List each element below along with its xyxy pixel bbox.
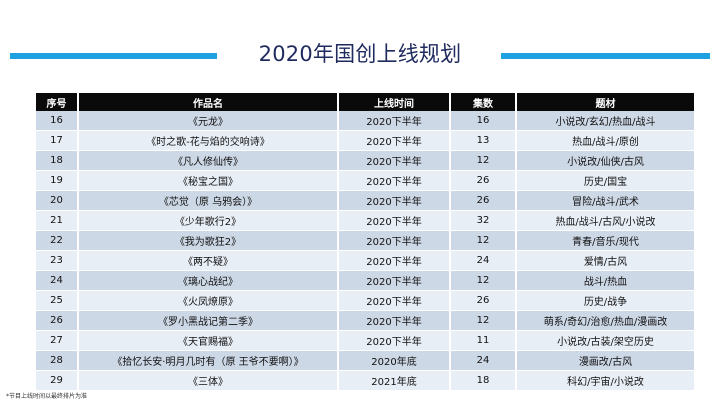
cell-title: 《我为歌狂2》 (78, 230, 339, 251)
cell-title: 《三体》 (78, 370, 339, 391)
title-accent-bar-right (501, 53, 710, 59)
cell-title: 《凡人修仙传》 (78, 150, 339, 171)
cell-title: 《时之歌-花与焰的交响诗》 (78, 130, 339, 151)
cell-index: 24 (36, 270, 79, 291)
cell-episodes: 12 (450, 230, 517, 251)
cell-episodes: 26 (450, 290, 517, 311)
cell-genre: 科幻/宇宙/小说改 (516, 370, 694, 391)
page-title: 2020年国创上线规划 (258, 42, 462, 66)
table-row: 16 《元龙》 2020下半年 16 小说改/玄幻/热血/战斗 (36, 111, 694, 131)
table-row: 21 《少年歌行2》 2020下半年 32 热血/战斗/古风/小说改 (36, 210, 694, 231)
cell-episodes: 26 (450, 170, 517, 191)
cell-genre: 冒险/战斗/武术 (516, 190, 694, 211)
header-release-time: 上线时间 (338, 93, 451, 111)
table-row: 17 《时之歌-花与焰的交响诗》 2020下半年 13 热血/战斗/原创 (36, 130, 694, 151)
cell-title: 《拾忆长安·明月几时有（原 王爷不要啊）》 (78, 350, 339, 371)
cell-index: 21 (36, 210, 79, 231)
table-row: 25 《火凤燎原》 2020下半年 26 历史/战争 (36, 290, 694, 311)
cell-episodes: 12 (450, 270, 517, 291)
cell-index: 28 (36, 350, 79, 371)
cell-release-time: 2020下半年 (338, 250, 451, 271)
header-genre: 题材 (516, 93, 694, 111)
cell-episodes: 18 (450, 370, 517, 391)
cell-release-time: 2020下半年 (338, 170, 451, 191)
cell-index: 27 (36, 330, 79, 351)
cell-index: 22 (36, 230, 79, 251)
cell-release-time: 2020下半年 (338, 130, 451, 151)
cell-index: 25 (36, 290, 79, 311)
cell-genre: 小说改/古装/架空历史 (516, 330, 694, 351)
release-plan-table: 序号 作品名 上线时间 集数 题材 16 《元龙》 2020下半年 16 小说改/玄幻/… (36, 93, 694, 391)
cell-index: 23 (36, 250, 79, 271)
header-title: 作品名 (78, 93, 339, 111)
table-row: 19 《秘宝之国》 2020下半年 26 历史/国宝 (36, 170, 694, 191)
cell-genre: 热血/战斗/原创 (516, 130, 694, 151)
table-row: 29 《三体》 2021年底 18 科幻/宇宙/小说改 (36, 370, 694, 391)
cell-release-time: 2020下半年 (338, 230, 451, 251)
cell-title: 《璃心战纪》 (78, 270, 339, 291)
cell-episodes: 11 (450, 330, 517, 351)
table-row: 26 《罗小黑战记第二季》 2020下半年 12 萌系/奇幻/治愈/热血/漫画改 (36, 310, 694, 331)
footnote: *节目上线时间以最终排片为准 (6, 393, 88, 400)
cell-genre: 萌系/奇幻/治愈/热血/漫画改 (516, 310, 694, 331)
cell-genre: 历史/战争 (516, 290, 694, 311)
cell-release-time: 2020下半年 (338, 330, 451, 351)
cell-index: 20 (36, 190, 79, 211)
table-row: 28 《拾忆长安·明月几时有（原 王爷不要啊）》 2020年底 24 漫画改/古风 (36, 350, 694, 371)
cell-release-time: 2020下半年 (338, 210, 451, 231)
cell-episodes: 13 (450, 130, 517, 151)
cell-episodes: 26 (450, 190, 517, 211)
cell-genre: 漫画改/古风 (516, 350, 694, 371)
cell-release-time: 2021年底 (338, 370, 451, 391)
cell-release-time: 2020下半年 (338, 290, 451, 311)
cell-index: 19 (36, 170, 79, 191)
cell-title: 《天官赐福》 (78, 330, 339, 351)
cell-title: 《两不疑》 (78, 250, 339, 271)
cell-episodes: 16 (450, 111, 517, 131)
table-row: 23 《两不疑》 2020下半年 24 爱情/古风 (36, 250, 694, 271)
cell-release-time: 2020年底 (338, 350, 451, 371)
cell-genre: 小说改/玄幻/热血/战斗 (516, 111, 694, 131)
cell-release-time: 2020下半年 (338, 310, 451, 331)
cell-title: 《芯觉（原 乌鸦会）》 (78, 190, 339, 211)
cell-episodes: 12 (450, 310, 517, 331)
title-accent-bar-left (10, 53, 217, 59)
cell-genre: 历史/国宝 (516, 170, 694, 191)
table-row: 24 《璃心战纪》 2020下半年 12 战斗/热血 (36, 270, 694, 291)
cell-episodes: 12 (450, 150, 517, 171)
cell-index: 26 (36, 310, 79, 331)
cell-title: 《罗小黑战记第二季》 (78, 310, 339, 331)
cell-episodes: 32 (450, 210, 517, 231)
header-index: 序号 (36, 93, 79, 111)
table-row: 18 《凡人修仙传》 2020下半年 12 小说改/仙侠/古风 (36, 150, 694, 171)
cell-index: 29 (36, 370, 79, 391)
cell-title: 《秘宝之国》 (78, 170, 339, 191)
cell-release-time: 2020下半年 (338, 150, 451, 171)
cell-title: 《元龙》 (78, 111, 339, 131)
cell-episodes: 24 (450, 350, 517, 371)
table-row: 22 《我为歌狂2》 2020下半年 12 青春/音乐/现代 (36, 230, 694, 251)
table-header-row: 序号 作品名 上线时间 集数 题材 (36, 93, 694, 111)
cell-genre: 爱情/古风 (516, 250, 694, 271)
cell-index: 18 (36, 150, 79, 171)
cell-title: 《火凤燎原》 (78, 290, 339, 311)
cell-release-time: 2020下半年 (338, 270, 451, 291)
cell-episodes: 24 (450, 250, 517, 271)
table-row: 20 《芯觉（原 乌鸦会）》 2020下半年 26 冒险/战斗/武术 (36, 190, 694, 211)
cell-release-time: 2020下半年 (338, 111, 451, 131)
cell-genre: 小说改/仙侠/古风 (516, 150, 694, 171)
table-row: 27 《天官赐福》 2020下半年 11 小说改/古装/架空历史 (36, 330, 694, 351)
cell-index: 16 (36, 111, 79, 131)
cell-genre: 热血/战斗/古风/小说改 (516, 210, 694, 231)
cell-index: 17 (36, 130, 79, 151)
cell-genre: 战斗/热血 (516, 270, 694, 291)
header-episodes: 集数 (450, 93, 517, 111)
cell-title: 《少年歌行2》 (78, 210, 339, 231)
cell-genre: 青春/音乐/现代 (516, 230, 694, 251)
cell-release-time: 2020下半年 (338, 190, 451, 211)
